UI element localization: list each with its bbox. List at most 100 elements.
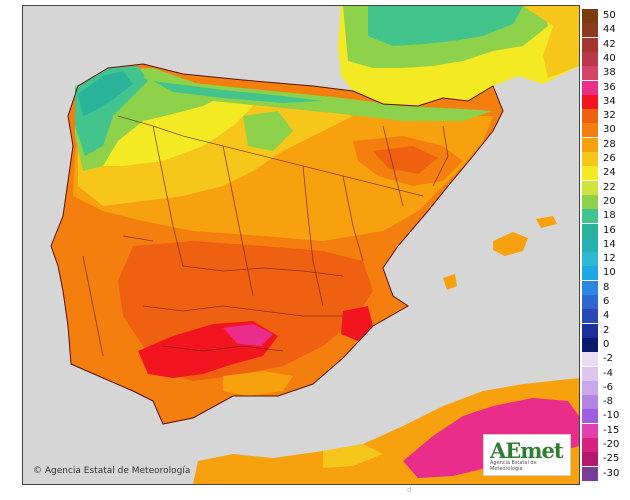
- legend-row: -10: [582, 409, 626, 424]
- legend-label: 14: [603, 238, 616, 250]
- legend-swatch: [582, 37, 598, 52]
- legend-row: -2: [582, 352, 626, 367]
- murcia-hot: [341, 306, 373, 341]
- legend-row: 44: [582, 23, 626, 38]
- legend-label: 10: [603, 267, 616, 279]
- legend-swatch: [582, 452, 598, 467]
- legend-row: 42: [582, 37, 626, 52]
- legend-row: -8: [582, 395, 626, 410]
- legend-label: 24: [603, 167, 616, 179]
- legend-swatch: [582, 252, 598, 267]
- legend-swatch: [582, 237, 598, 252]
- sierra-nevada-hot: [223, 324, 273, 346]
- logo-subtitle: Agencia Estatal de Meteorología: [490, 460, 537, 472]
- legend-label: -30: [603, 467, 620, 479]
- legend-row: 40: [582, 51, 626, 66]
- legend-label: 4: [603, 310, 610, 322]
- legend-swatch: [582, 23, 598, 38]
- legend-swatch: [582, 380, 598, 395]
- legend-row: 8: [582, 280, 626, 295]
- legend-label: 8: [603, 281, 610, 293]
- legend-row: 10: [582, 266, 626, 281]
- legend-swatch: [582, 352, 598, 367]
- legend-row: 18: [582, 209, 626, 224]
- legend-label: -8: [603, 396, 613, 408]
- legend-row: 36: [582, 80, 626, 95]
- menorca: [536, 216, 557, 228]
- legend-swatch: [582, 395, 598, 410]
- legend-row: 32: [582, 109, 626, 124]
- legend-swatch: [582, 266, 598, 281]
- legend-label: 6: [603, 296, 610, 307]
- legend-swatch: [582, 80, 598, 95]
- credit-text: Agencia Estatal de Meteorología: [44, 466, 191, 476]
- legend-swatch: [582, 137, 598, 152]
- ibiza: [443, 274, 457, 290]
- legend-row: 0: [582, 337, 626, 352]
- legend-swatch: [582, 180, 598, 195]
- legend-label: -4: [603, 367, 613, 379]
- legend-label: 32: [603, 110, 616, 122]
- map-canvas: [50, 6, 579, 484]
- legend-row: 28: [582, 137, 626, 152]
- legend-label: 40: [603, 52, 616, 64]
- legend-swatch: [582, 366, 598, 381]
- legend-swatch: [582, 51, 598, 66]
- legend-label: -6: [603, 381, 613, 393]
- legend-row: 50: [582, 9, 626, 23]
- legend-row: 4: [582, 309, 626, 324]
- region-borders: [82, 115, 449, 357]
- duero-green-patch: [243, 111, 293, 151]
- galicia-coast-cold: [78, 71, 133, 116]
- legend-swatch: [582, 94, 598, 109]
- legend-label: 26: [603, 153, 616, 164]
- legend-row: 12: [582, 252, 626, 267]
- legend-swatch: [582, 9, 598, 23]
- france-cold-zone: [368, 6, 523, 46]
- legend-label: 34: [603, 95, 616, 107]
- france-warm-east: [523, 6, 579, 78]
- legend-swatch: [582, 309, 598, 324]
- legend-swatch: [582, 109, 598, 124]
- legend-label: -10: [603, 410, 620, 422]
- legend-swatch: [582, 223, 598, 238]
- legend-row: 38: [582, 66, 626, 81]
- legend-label: 38: [603, 67, 616, 79]
- bottom-mark: d: [407, 486, 412, 494]
- legend-row: 6: [582, 295, 626, 309]
- legend-label: -25: [603, 453, 620, 465]
- legend-label: 30: [603, 124, 616, 136]
- legend-label: 28: [603, 138, 616, 150]
- legend-label: 18: [603, 210, 616, 222]
- legend-label: -15: [603, 424, 620, 436]
- legend-row: 30: [582, 123, 626, 138]
- legend-row: 20: [582, 194, 626, 209]
- aemet-logo: AEmet Agencia Estatal de Meteorología: [483, 434, 571, 476]
- legend-row: -4: [582, 366, 626, 381]
- cantabrian-cold: [153, 81, 323, 103]
- legend-row: -25: [582, 452, 626, 467]
- south-coast-cooler: [223, 371, 293, 396]
- legend-swatch: [582, 166, 598, 181]
- legend-row: 34: [582, 94, 626, 109]
- mallorca: [493, 232, 528, 256]
- legend-row: 26: [582, 152, 626, 166]
- legend-swatch: [582, 66, 598, 81]
- legend-swatch: [582, 194, 598, 209]
- legend-swatch: [582, 438, 598, 452]
- africa-coast-cool: [323, 444, 383, 468]
- legend-row: -6: [582, 380, 626, 395]
- legend-swatch: [582, 295, 598, 309]
- legend-label: 16: [603, 224, 616, 236]
- legend-swatch: [582, 280, 598, 295]
- legend-label: -2: [603, 353, 613, 365]
- coastline: [50, 63, 504, 425]
- logo-mark: AEmet: [490, 438, 564, 463]
- temperature-map: © Agencia Estatal de Meteorología AEmet …: [22, 5, 580, 485]
- legend-swatch: [582, 152, 598, 166]
- legend-row: 22: [582, 180, 626, 195]
- legend-label: 44: [603, 24, 616, 36]
- legend-label: 12: [603, 253, 616, 265]
- legend-label: 20: [603, 195, 616, 207]
- cantabrian-band: [143, 76, 493, 121]
